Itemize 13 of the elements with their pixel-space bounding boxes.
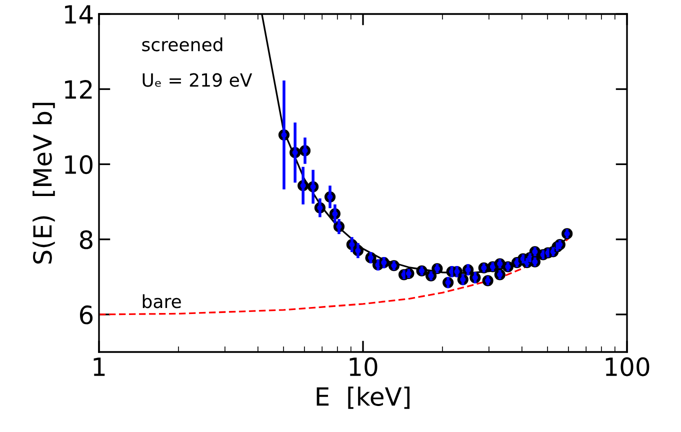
y-axis-title: S(E) [MeV b]	[32, 102, 55, 264]
x-tick-label: 10	[350, 357, 378, 376]
y-tick-label: 10	[65, 155, 92, 174]
annotation: Uₑ = 219 eV	[142, 73, 252, 87]
annotation: screened	[142, 37, 222, 52]
y-tick-label: 8	[80, 230, 92, 250]
y-tick-label: 6	[80, 305, 93, 324]
x-axis-title: E [keV]	[316, 386, 410, 409]
y-tick-label: 14	[65, 5, 93, 24]
x-tick-label: 100	[606, 357, 650, 376]
y-tick-label: 12	[65, 80, 92, 99]
annotation: bare	[142, 294, 181, 308]
x-tick-label: 1	[94, 358, 105, 376]
